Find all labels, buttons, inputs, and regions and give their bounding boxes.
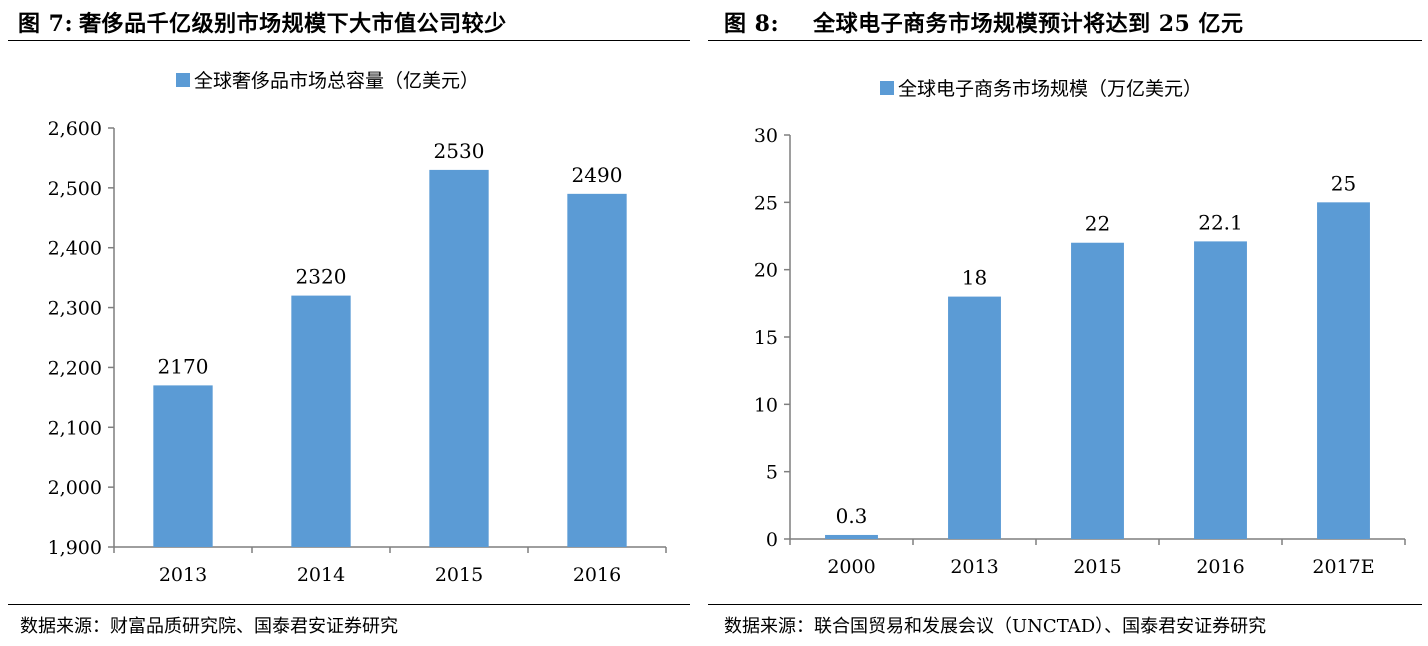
figure-7-label: 图 7: <box>18 11 74 37</box>
bar <box>1194 241 1247 540</box>
figure-8-label: 图 8: <box>724 11 780 37</box>
y-tick-label: 2,100 <box>48 417 102 439</box>
figure-8-panel: 图 8: 全球电子商务市场规模预计将达到 25 亿元 全球电子商务市场规模（万亿美… <box>708 0 1428 646</box>
bar <box>567 193 627 548</box>
figure-7-title: 图 7: 奢侈品千亿级别市场规模下大市值公司较少 <box>18 6 507 38</box>
bar <box>1071 242 1124 539</box>
figure-7-panel: 图 7: 奢侈品千亿级别市场规模下大市值公司较少 全球奢侈品市场总容量（亿美元） … <box>0 0 690 646</box>
y-tick-label: 2,200 <box>48 357 102 379</box>
data-label: 2170 <box>158 354 209 378</box>
figure-8-title: 图 8: 全球电子商务市场规模预计将达到 25 亿元 <box>724 6 1244 38</box>
x-tick-label: 2014 <box>297 564 345 586</box>
x-tick-label: 2013 <box>950 556 998 578</box>
bar <box>429 169 489 547</box>
y-tick-label: 2,300 <box>48 298 102 320</box>
legend-swatch <box>176 72 190 87</box>
data-label: 22 <box>1085 212 1110 236</box>
ecommerce-market-bar-chart: 0 5 10 15 20 25 30 0.3 2000 18 2013 22 2015 22.1 2016 2… <box>754 125 1406 578</box>
x-tick-label: 2000 <box>827 556 875 578</box>
y-tick-label: 0 <box>766 529 778 551</box>
legend-swatch <box>880 80 894 95</box>
source-rule <box>708 604 1422 605</box>
luxury-market-bar-chart: 1,900 2,000 2,100 2,200 2,300 2,400 2,500 2,600… <box>48 118 667 586</box>
y-tick-label: 2,000 <box>48 477 102 499</box>
y-tick-label: 2,600 <box>48 118 102 140</box>
bar <box>1317 202 1370 540</box>
y-tick-label: 10 <box>754 394 778 416</box>
legend-label: 全球电子商务市场规模（万亿美元） <box>898 78 1203 100</box>
y-tick-label: 5 <box>766 462 778 484</box>
figure-8-title-text: 全球电子商务市场规模预计将达到 25 亿元 <box>813 11 1244 37</box>
y-tick-label: 2,500 <box>48 178 102 200</box>
chart-legend: 全球电子商务市场规模（万亿美元） <box>880 74 1202 101</box>
data-label: 2320 <box>296 265 347 289</box>
legend-label: 全球奢侈品市场总容量（亿美元） <box>194 70 480 92</box>
y-tick-label: 1,900 <box>48 537 102 559</box>
data-label: 25 <box>1331 171 1356 195</box>
title-rule <box>8 40 690 41</box>
x-tick-label: 2017E <box>1312 556 1374 578</box>
x-tick-label: 2015 <box>435 564 483 586</box>
y-tick-label: 15 <box>754 327 778 349</box>
data-label: 22.1 <box>1198 210 1243 234</box>
data-label: 2530 <box>434 139 485 163</box>
figure-7-source: 数据来源：财富品质研究院、国泰君安证券研究 <box>20 616 398 637</box>
x-tick-label: 2015 <box>1073 556 1121 578</box>
chart-legend: 全球奢侈品市场总容量（亿美元） <box>176 66 479 93</box>
data-label: 0.3 <box>836 504 868 528</box>
y-tick-label: 20 <box>754 260 778 282</box>
bar <box>291 295 351 547</box>
x-tick-label: 2013 <box>159 564 207 586</box>
title-rule <box>708 40 1422 41</box>
y-tick-label: 2,400 <box>48 238 102 260</box>
bar <box>153 385 213 547</box>
bar <box>825 534 878 539</box>
y-tick-label: 30 <box>754 125 778 147</box>
source-rule <box>8 604 690 605</box>
x-tick-label: 2016 <box>1196 556 1244 578</box>
x-tick-label: 2016 <box>573 564 621 586</box>
figure-8-source: 数据来源：联合国贸易和发展会议（UNCTAD）、国泰君安证券研究 <box>724 616 1267 637</box>
bar <box>948 296 1001 539</box>
figure-7-title-text: 奢侈品千亿级别市场规模下大市值公司较少 <box>79 11 507 37</box>
data-label: 18 <box>962 266 987 290</box>
y-tick-label: 25 <box>754 192 778 214</box>
data-label: 2490 <box>572 163 623 187</box>
